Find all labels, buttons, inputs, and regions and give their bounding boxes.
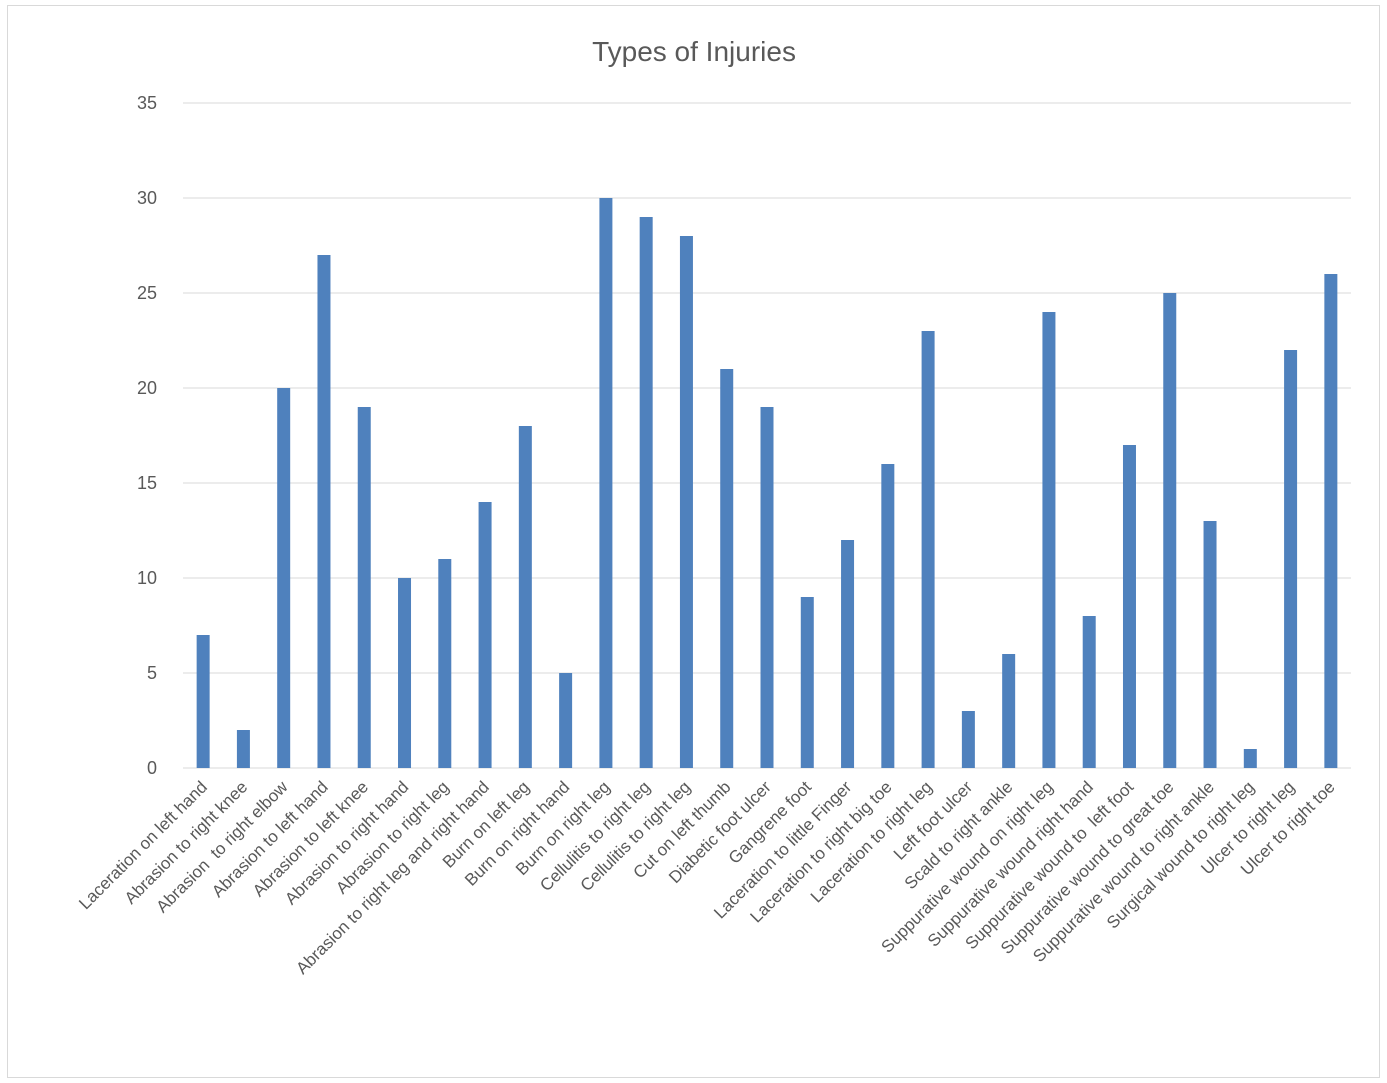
y-tick-label: 5: [147, 663, 157, 683]
bar: [236, 730, 250, 768]
bar: [921, 331, 935, 768]
bar: [1243, 749, 1257, 768]
bar: [1042, 312, 1056, 768]
bar: [881, 464, 895, 768]
y-axis-ticks: 0 5 10 15 20 25 30 35: [137, 93, 157, 778]
bar: [760, 407, 774, 768]
bar: [841, 540, 855, 768]
bar: [1284, 350, 1298, 768]
chart-frame: [7, 5, 1380, 1078]
bar: [559, 673, 573, 768]
bar: [720, 369, 734, 768]
bar: [639, 217, 653, 768]
bar: [478, 502, 492, 768]
bars: [196, 198, 1338, 768]
bar: [357, 407, 371, 768]
bar: [1122, 445, 1136, 768]
y-tick-label: 35: [137, 93, 157, 113]
chart-title: Types of Injuries: [592, 36, 796, 67]
bar: [1203, 521, 1217, 768]
y-tick-label: 15: [137, 473, 157, 493]
bar: [196, 635, 210, 768]
bar: [1002, 654, 1016, 768]
bar: [277, 388, 291, 768]
bar: [679, 236, 693, 768]
y-tick-label: 10: [137, 568, 157, 588]
bar: [961, 711, 975, 768]
bar: [518, 426, 532, 768]
y-tick-label: 20: [137, 378, 157, 398]
y-tick-label: 30: [137, 188, 157, 208]
y-tick-label: 0: [147, 758, 157, 778]
bar: [438, 559, 452, 768]
bar: [398, 578, 412, 768]
y-tick-label: 25: [137, 283, 157, 303]
bar: [1163, 293, 1177, 768]
bar: [1324, 274, 1338, 768]
bar: [1082, 616, 1096, 768]
bar: [317, 255, 331, 768]
bar: [599, 198, 613, 768]
bar: [800, 597, 814, 768]
